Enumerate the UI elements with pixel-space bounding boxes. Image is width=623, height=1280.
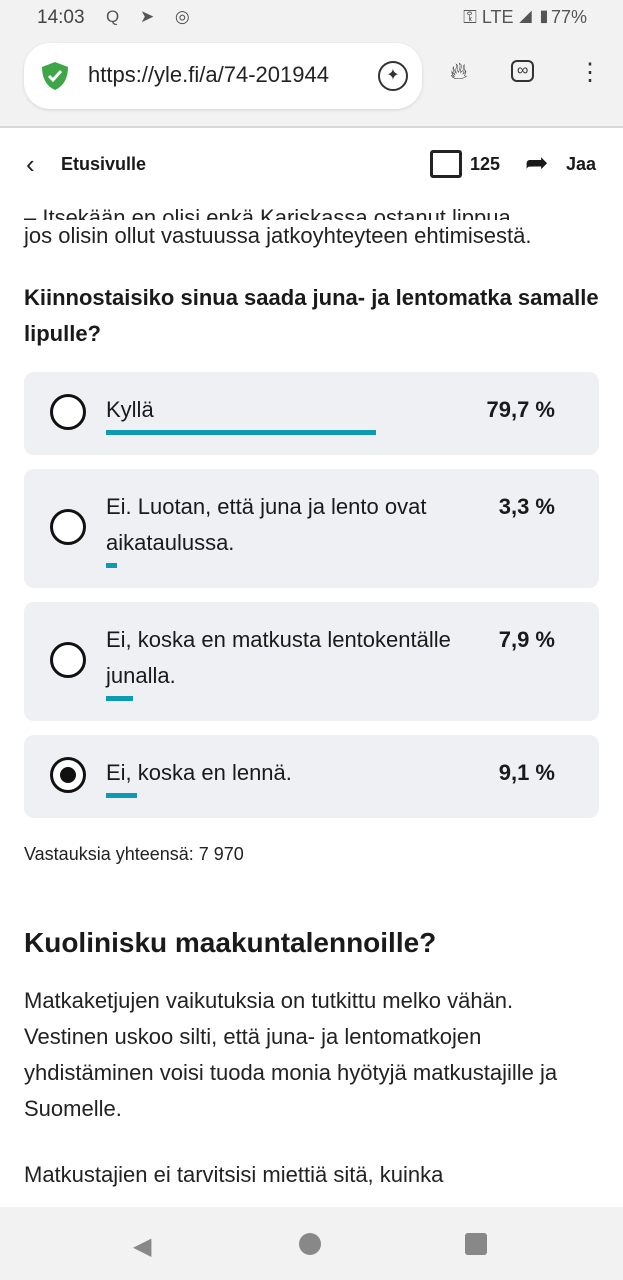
radio-button[interactable] <box>50 756 86 793</box>
result-bar <box>106 563 118 568</box>
poll-option[interactable]: Ei, koska en lennä. 9,1 % <box>24 735 599 818</box>
result-bar <box>106 793 137 798</box>
vpn-key-icon: ⚿ <box>463 7 482 27</box>
status-right: ⚿ LTE ◢ ▮77% <box>463 7 587 28</box>
comment-icon[interactable] <box>430 150 462 178</box>
ai-assistant-icon[interactable]: ✦ <box>378 61 408 91</box>
address-bar[interactable]: https://yle.fi/a/74-201944 ✦ <box>24 43 422 109</box>
network-type: LTE <box>481 7 514 27</box>
nav-back-icon[interactable]: ◀ <box>133 1233 152 1260</box>
menu-icon[interactable]: ⋮ <box>578 59 602 86</box>
browser-chrome: 14:03 Q ➤ ◎ ⚿ LTE ◢ ▮77% https://yle.fi/… <box>0 0 623 128</box>
notification-icons: Q ➤ ◎ <box>106 7 198 26</box>
clipped-line: – Itsekään en olisi enkä Kariskassa osta… <box>24 180 599 220</box>
radio-button[interactable] <box>50 393 86 430</box>
option-label: Ei, koska en lennä. <box>106 760 292 785</box>
option-percent: 9,1 % <box>498 760 555 785</box>
poll-total: Vastauksia yhteensä: 7 970 <box>24 844 244 864</box>
option-percent: 3,3 % <box>498 494 555 519</box>
security-shield-icon <box>42 62 68 90</box>
option-label: Kyllä <box>106 397 154 422</box>
share-icon[interactable]: ➦ <box>525 147 549 178</box>
option-percent: 79,7 % <box>486 397 556 422</box>
poll-option[interactable]: Kyllä 79,7 % <box>24 372 599 455</box>
android-nav-bar: ◀ <box>0 1207 623 1280</box>
back-link[interactable]: Etusivulle <box>61 154 147 174</box>
comment-count[interactable]: 125 <box>470 154 501 174</box>
option-label: Ei. Luotan, että juna ja lento ovat aika… <box>106 494 427 555</box>
option-percent: 7,9 % <box>498 627 555 652</box>
nav-home-icon[interactable] <box>299 1233 321 1255</box>
clipped-text: – Itsekään en olisi enkä Kariskassa osta… <box>24 205 517 220</box>
option-label: Ei, koska en matkusta lentokentälle juna… <box>106 627 451 688</box>
nav-recents-icon[interactable] <box>465 1233 487 1255</box>
signal-icon: ◢ ▮ <box>513 7 551 27</box>
poll-options: Kyllä 79,7 % Ei. Luotan, että juna ja le… <box>24 372 599 818</box>
radio-button[interactable] <box>50 641 86 678</box>
result-bar <box>106 430 377 435</box>
result-bar <box>106 696 133 701</box>
intro-paragraph: jos olisin ollut vastuussa jatkoyhteytee… <box>24 223 532 248</box>
share-button[interactable]: Jaa <box>566 154 597 174</box>
poll-option[interactable]: Ei. Luotan, että juna ja lento ovat aika… <box>24 469 599 588</box>
article-header: ‹ Etusivulle 125 ➦ Jaa <box>0 130 623 200</box>
article-content: – Itsekään en olisi enkä Kariskassa osta… <box>24 180 599 1193</box>
tabs-icon[interactable]: ∞ <box>511 60 535 82</box>
flame-icon[interactable]: 🔥︎ <box>450 58 468 85</box>
section-heading: Kuolinisku maakuntalennoille? <box>24 927 437 958</box>
status-time: 14:03 <box>37 7 85 28</box>
poll-question: Kiinnostaisiko sinua saada juna- ja lent… <box>24 285 599 346</box>
url-text[interactable]: https://yle.fi/a/74-201944 <box>88 62 329 87</box>
back-icon[interactable]: ‹ <box>26 149 35 179</box>
battery-level: 77% <box>550 7 587 27</box>
paragraph: Matkaketjujen vaikutuksia on tutkittu me… <box>24 988 558 1121</box>
paragraph: Matkustajien ei tarvitsisi miettiä sitä,… <box>24 1162 444 1187</box>
radio-button[interactable] <box>50 508 86 545</box>
poll-option[interactable]: Ei, koska en matkusta lentokentälle juna… <box>24 602 599 721</box>
